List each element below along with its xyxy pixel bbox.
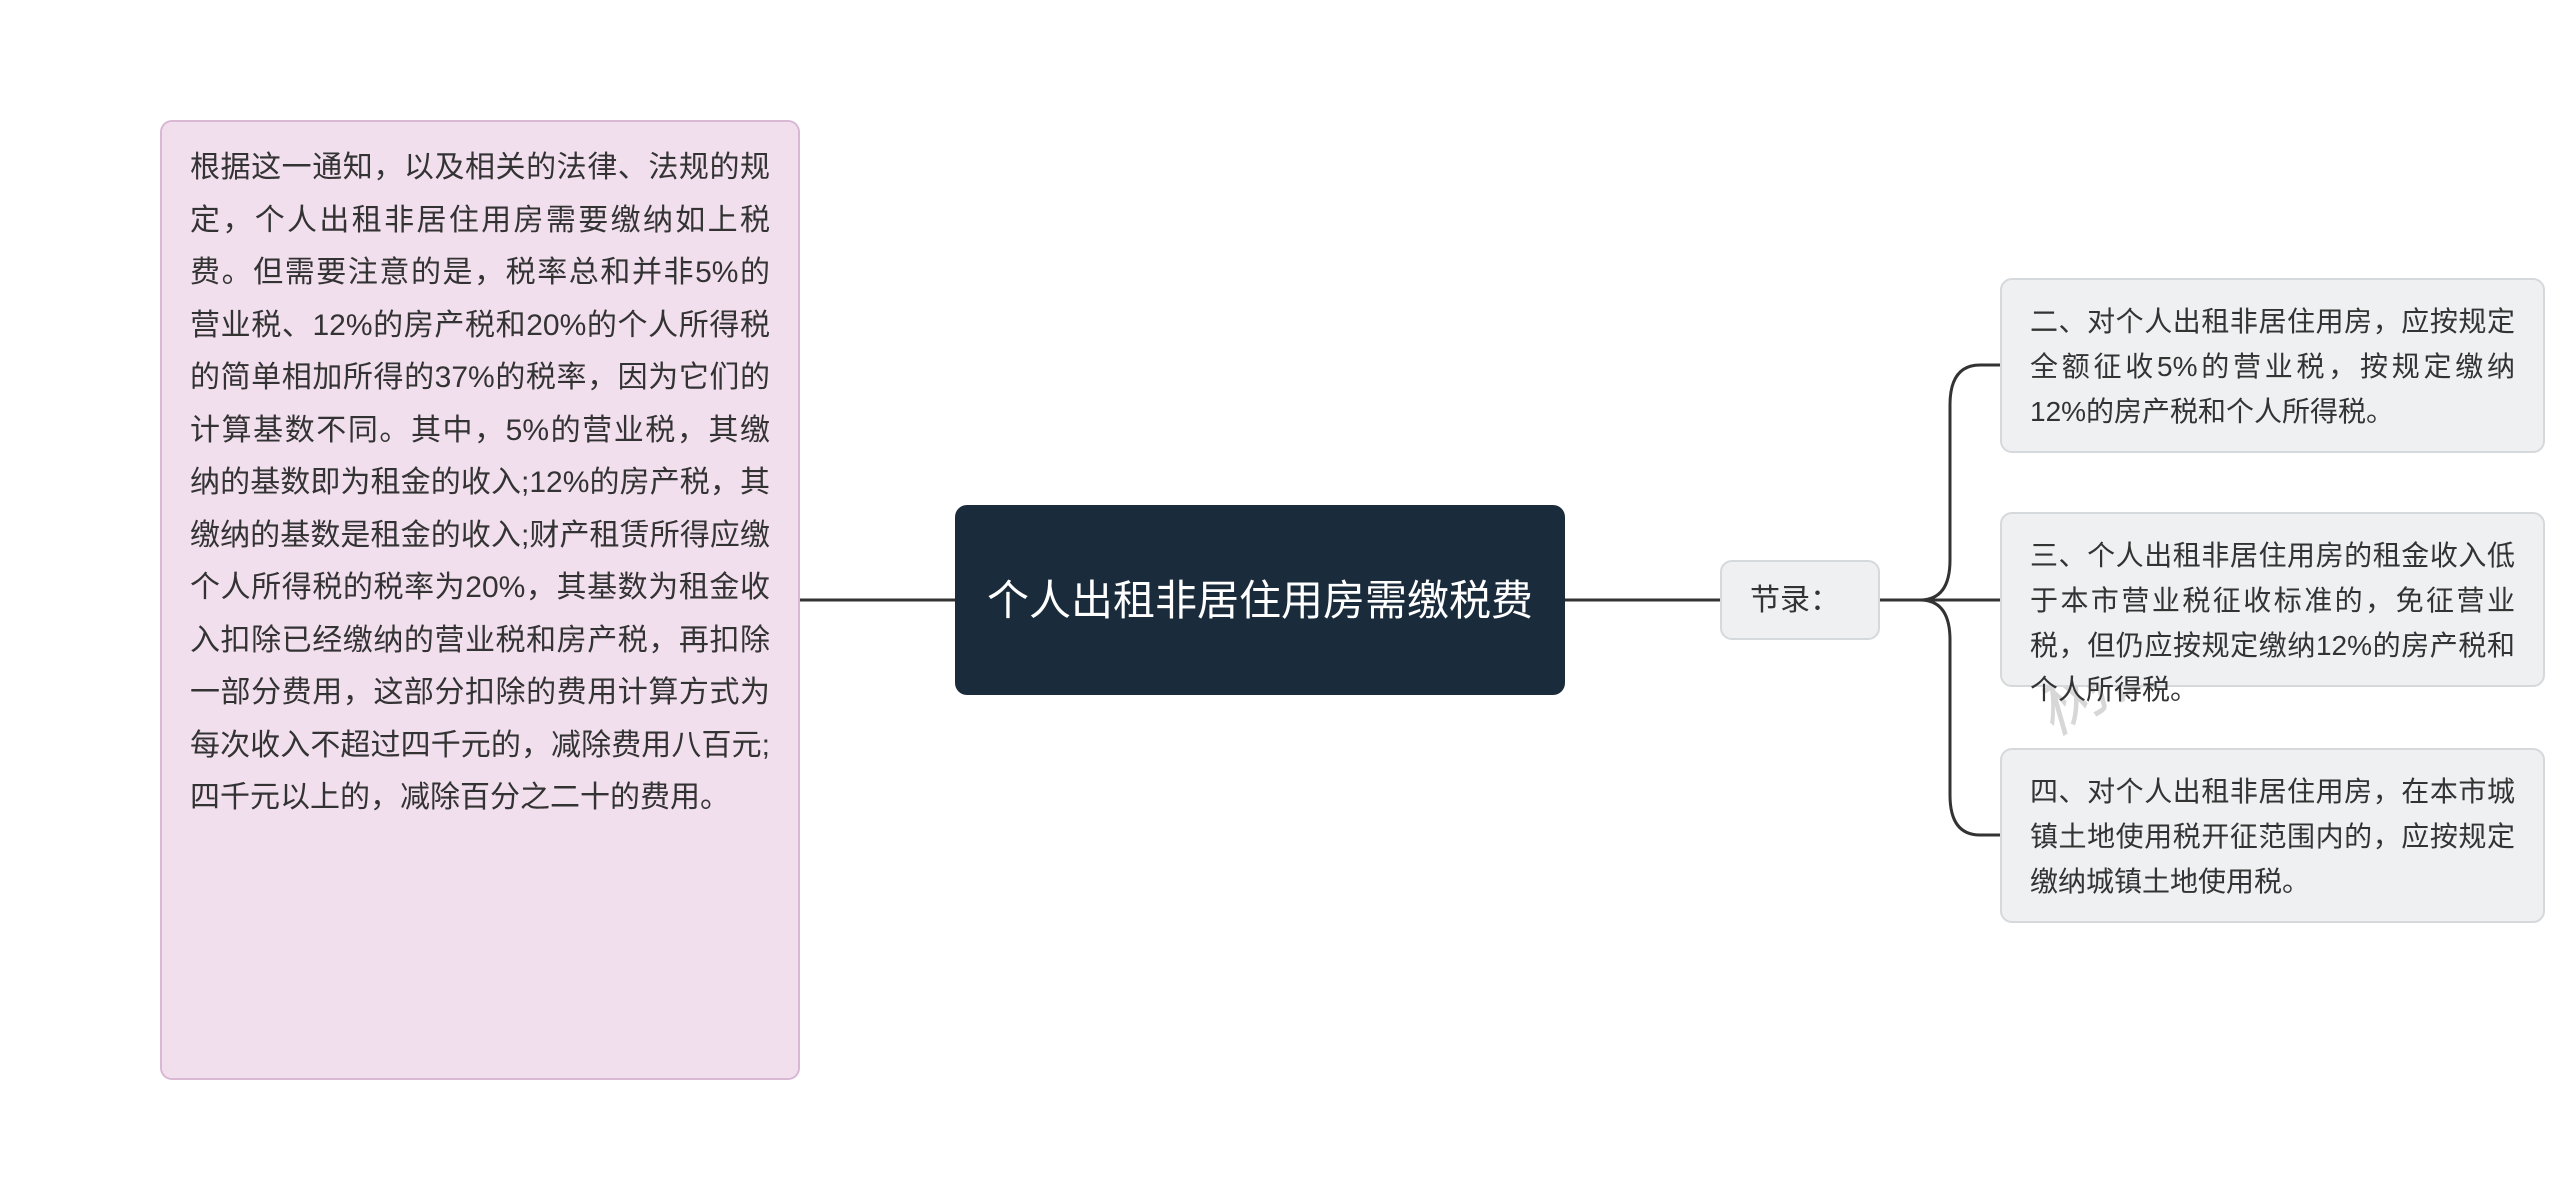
right-item-3: 四、对个人出租非居住用房，在本市城镇土地使用税开征范围内的，应按规定缴纳城镇土地… bbox=[2000, 748, 2545, 923]
center-root-node: 个人出租非居住用房需缴税费 bbox=[955, 505, 1565, 695]
left-explanation-node: 根据这一通知，以及相关的法律、法规的规定，个人出租非居住用房需要缴纳如上税费。但… bbox=[160, 120, 800, 1080]
excerpt-label-node: 节录： bbox=[1720, 560, 1880, 640]
center-title: 个人出租非居住用房需缴税费 bbox=[987, 569, 1533, 632]
right-item-1: 二、对个人出租非居住用房，应按规定全额征收5%的营业税，按规定缴纳12%的房产税… bbox=[2000, 278, 2545, 453]
right-item-2: 三、个人出租非居住用房的租金收入低于本市营业税征收标准的，免征营业税，但仍应按规… bbox=[2000, 512, 2545, 687]
excerpt-label: 节录： bbox=[1750, 578, 1840, 623]
